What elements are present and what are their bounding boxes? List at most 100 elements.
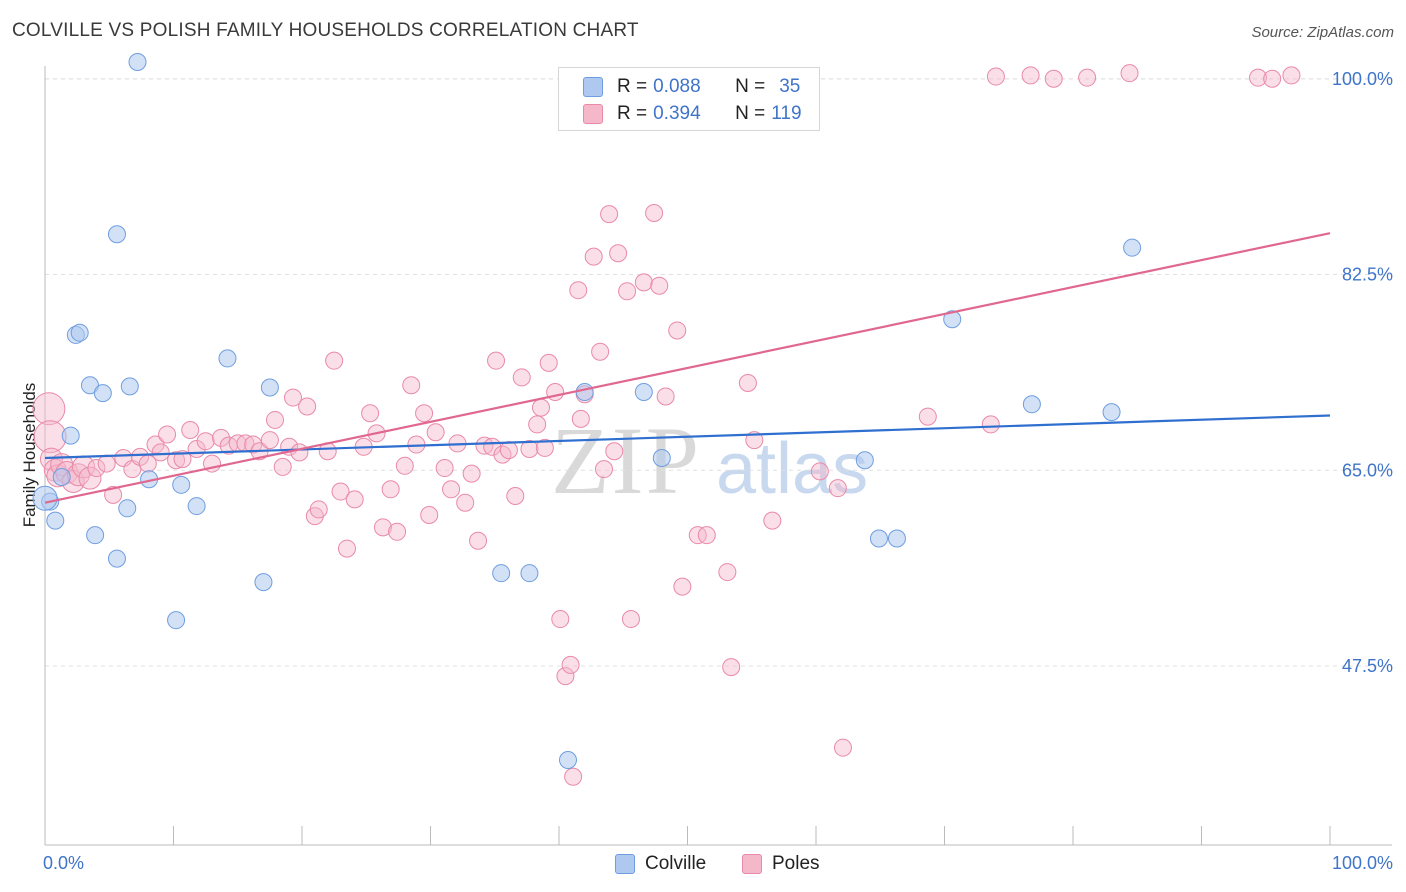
poles-point (196, 432, 215, 451)
source-label: Source: ZipAtlas.com (1251, 24, 1394, 41)
poles-point (1078, 68, 1097, 87)
colville-point (254, 573, 273, 592)
axes (44, 66, 1392, 846)
colville-point (943, 310, 962, 329)
colville-point (492, 564, 511, 583)
poles-points (32, 64, 1301, 786)
colville-points (32, 53, 1142, 769)
poles-point (402, 376, 421, 395)
poles-point (462, 464, 481, 483)
poles-point (512, 368, 531, 387)
poles-point (158, 425, 177, 444)
colville-point (634, 382, 653, 401)
poles-trend-line (44, 232, 1331, 504)
colville-point (172, 475, 191, 494)
bottom-legend-colville: Colville (615, 853, 706, 875)
watermark-atlas: atlas (716, 429, 868, 509)
poles-point (381, 480, 400, 499)
poles-point (986, 67, 1005, 86)
legend-r-label: R = (617, 103, 648, 124)
poles-point (532, 398, 551, 417)
poles-point (442, 480, 461, 499)
poles-point (104, 485, 123, 504)
poles-point (290, 443, 309, 462)
poles-point (520, 440, 539, 459)
poles-point (273, 457, 292, 476)
poles-point (697, 526, 716, 545)
x-tick-label: 100.0% (1332, 853, 1393, 873)
colville-point (218, 349, 237, 368)
bottom-legend-colville-label: Colville (645, 853, 707, 874)
poles-point (426, 423, 445, 442)
colville-swatch (615, 854, 635, 874)
poles-point (260, 431, 279, 450)
poles-point (131, 447, 150, 466)
colville-point (1102, 403, 1121, 422)
poles-point (600, 205, 619, 224)
colville-point (558, 750, 577, 769)
poles-point (571, 409, 590, 428)
colville-point (70, 323, 89, 342)
poles-point (673, 577, 692, 596)
poles-point (528, 415, 547, 434)
poles-point (388, 522, 407, 541)
legend-n-label: N = (735, 76, 766, 97)
gridlines (45, 78, 1392, 667)
poles-point (621, 610, 640, 629)
poles-point (569, 281, 588, 300)
colville-point (93, 384, 112, 403)
poles-point (266, 410, 285, 429)
poles-point (173, 450, 192, 469)
poles-point (337, 539, 356, 558)
poles-point (284, 388, 303, 407)
poles-point (325, 351, 344, 370)
colville-point (107, 225, 126, 244)
poles-point (506, 487, 525, 506)
poles-point (1249, 68, 1268, 87)
poles-swatch (742, 854, 762, 874)
colville-point (1123, 238, 1142, 257)
x-tick-label: 0.0% (43, 853, 84, 873)
poles-point (535, 438, 554, 457)
bottom-legend-poles-label: Poles (772, 853, 820, 874)
poles-point (373, 518, 392, 537)
colville-point (187, 497, 206, 516)
colville-point (855, 451, 874, 470)
y-tick-label: 65.0% (1342, 460, 1393, 480)
zipatlas-watermark: ZIP atlas (551, 407, 868, 514)
poles-point (738, 374, 757, 393)
colville-point (887, 529, 906, 548)
poles-point (361, 404, 380, 423)
colville-point (32, 485, 58, 511)
poles-point (918, 407, 937, 426)
poles-point (331, 482, 350, 501)
colville-point (61, 426, 80, 445)
poles-point (309, 500, 328, 519)
poles-point (668, 321, 687, 340)
colville-point (46, 511, 65, 530)
poles-point (1120, 64, 1139, 83)
legend-row-poles: R = 0.394 N = 119 (583, 101, 802, 127)
poles-point (456, 493, 475, 512)
poles-point (650, 276, 669, 295)
chart-title: COLVILLE VS POLISH FAMILY HOUSEHOLDS COR… (12, 20, 639, 41)
poles-swatch (583, 104, 603, 124)
correlation-legend: R = 0.088 N = 35 R = 0.394 N = 119 (558, 67, 820, 131)
poles-point (32, 392, 66, 426)
poles-point (584, 247, 603, 266)
legend-r-value: 0.088 (653, 76, 701, 97)
poles-point (1021, 66, 1040, 85)
colville-point (520, 564, 539, 583)
poles-point (415, 404, 434, 423)
bottom-legend-poles: Poles (742, 853, 820, 875)
poles-point (487, 351, 506, 370)
colville-point (86, 526, 105, 545)
trend-lines (44, 232, 1331, 504)
poles-point (763, 511, 782, 530)
legend-r-label: R = (617, 76, 648, 97)
legend-n-label: N = (735, 103, 766, 124)
y-tick-label: 47.5% (1342, 656, 1393, 676)
poles-point (475, 436, 494, 455)
poles-point (618, 282, 637, 301)
